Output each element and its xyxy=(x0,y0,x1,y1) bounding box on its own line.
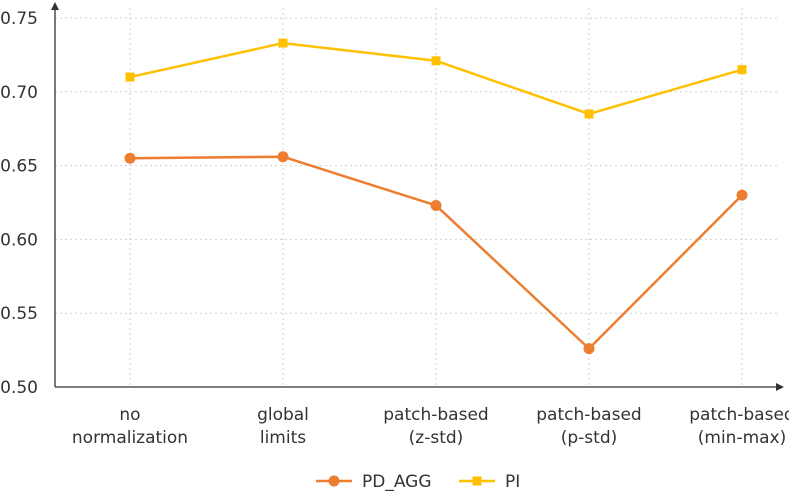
x-tick-label-line: patch-based xyxy=(689,405,789,425)
y-axis-arrow xyxy=(51,2,59,10)
y-tick-label: 0.55 xyxy=(0,304,38,324)
series-group xyxy=(124,38,748,355)
x-tick-label-line: normalization xyxy=(72,428,188,448)
y-tick-label: 0.65 xyxy=(0,157,38,177)
legend-marker xyxy=(472,476,482,486)
x-tick-label: patch-based (p-std) xyxy=(536,405,641,448)
legend-label: PI xyxy=(505,472,520,492)
y-tick-label: 0.70 xyxy=(0,83,38,103)
x-tick-label: global limits xyxy=(257,405,309,448)
data-point xyxy=(736,189,748,201)
data-point xyxy=(583,343,595,355)
data-point xyxy=(125,72,135,82)
x-tick-labels: no normalization global limits patch-based (z… xyxy=(72,405,789,448)
data-point xyxy=(430,199,442,211)
y-tick-label: 0.50 xyxy=(0,378,38,398)
legend-marker xyxy=(328,475,340,487)
legend-label: PD_AGG xyxy=(362,472,432,492)
data-point xyxy=(584,109,594,119)
x-tick-label-line: no xyxy=(119,405,140,425)
data-point xyxy=(431,56,441,66)
y-tick-label: 0.75 xyxy=(0,9,38,29)
x-tick-label: no normalization xyxy=(72,405,188,448)
x-tick-label-line: global xyxy=(257,405,309,425)
legend: PD_AGG PI xyxy=(316,472,520,492)
x-tick-label: patch-based (min-max) xyxy=(689,405,789,448)
x-tick-label-line: patch-based xyxy=(536,405,641,425)
axes xyxy=(51,2,784,391)
x-tick-label-line: (min-max) xyxy=(698,428,787,448)
y-tick-label: 0.60 xyxy=(0,230,38,250)
x-tick-label-line: (z-std) xyxy=(409,428,464,448)
data-point xyxy=(737,65,747,75)
x-tick-label-line: patch-based xyxy=(383,405,488,425)
data-point xyxy=(124,152,136,164)
x-tick-label-line: limits xyxy=(260,428,306,448)
grid-lines xyxy=(55,8,780,387)
data-point xyxy=(277,151,289,163)
x-tick-label-line: (p-std) xyxy=(561,428,618,448)
y-tick-labels: 0.50 0.55 0.60 0.65 0.70 0.75 xyxy=(0,9,38,398)
x-axis-arrow xyxy=(776,383,784,391)
x-tick-label: patch-based (z-std) xyxy=(383,405,488,448)
data-point xyxy=(278,38,288,48)
